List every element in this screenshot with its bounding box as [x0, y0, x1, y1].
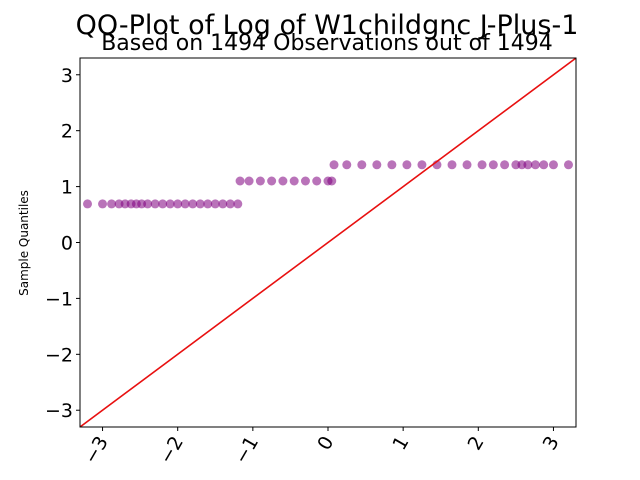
y-tick-label: −3 [45, 400, 73, 422]
data-point [312, 176, 322, 186]
data-point [523, 160, 533, 170]
data-point [235, 176, 245, 186]
reference-line [80, 58, 576, 427]
data-point [488, 160, 498, 170]
y-tick-label: 1 [61, 177, 73, 199]
x-tick-label: 2 [464, 433, 489, 454]
x-axis-ticks: −3 −2 −1 0 1 2 3 [80, 427, 564, 468]
data-point [210, 199, 220, 209]
data-point [447, 160, 457, 170]
y-axis-ticks: −3 −2 −1 0 1 2 3 [45, 65, 80, 422]
y-tick-label: 3 [61, 65, 73, 87]
data-point [225, 199, 235, 209]
data-point [477, 160, 487, 170]
data-point [143, 199, 153, 209]
data-point [255, 176, 265, 186]
data-point [180, 199, 190, 209]
data-point [195, 199, 205, 209]
data-point [462, 160, 472, 170]
data-point [165, 199, 175, 209]
y-axis-label: Sample Quantiles [17, 190, 31, 296]
y-tick-label: −2 [45, 344, 73, 366]
x-tick-label: 0 [313, 433, 338, 454]
data-point [357, 160, 367, 170]
x-tick-label: −3 [80, 433, 113, 468]
data-point [402, 160, 412, 170]
data-point [387, 160, 397, 170]
data-point [173, 199, 183, 209]
data-point [188, 199, 198, 209]
data-point [150, 199, 160, 209]
data-points [83, 160, 573, 209]
reference-line-group [80, 58, 576, 427]
data-point [327, 176, 337, 186]
data-point [500, 160, 510, 170]
x-tick-label: −2 [155, 433, 188, 468]
y-tick-label: 0 [61, 233, 73, 255]
data-point [158, 199, 168, 209]
chart-subtitle: Based on 1494 Observations out of 1494 [101, 31, 553, 56]
x-tick-label: 3 [539, 433, 564, 454]
data-point [342, 160, 352, 170]
data-point [563, 160, 573, 170]
data-point [530, 160, 540, 170]
data-point [267, 176, 277, 186]
data-point [107, 199, 117, 209]
data-point [233, 199, 243, 209]
data-point [203, 199, 213, 209]
data-point [244, 176, 254, 186]
data-point [218, 199, 228, 209]
data-point [417, 160, 427, 170]
data-point [98, 199, 108, 209]
data-point [539, 160, 549, 170]
data-point [548, 160, 558, 170]
data-point [289, 176, 299, 186]
data-point [300, 176, 310, 186]
x-tick-label: −1 [230, 433, 263, 468]
chart-title: QQ-Plot of Log of W1childgnc J-Plus-1 [76, 10, 579, 41]
y-tick-label: 2 [61, 121, 73, 143]
data-point [372, 160, 382, 170]
x-tick-label: 1 [388, 433, 413, 454]
data-point [278, 176, 288, 186]
data-point [83, 199, 93, 209]
y-tick-label: −1 [45, 288, 73, 310]
data-point [329, 160, 339, 170]
